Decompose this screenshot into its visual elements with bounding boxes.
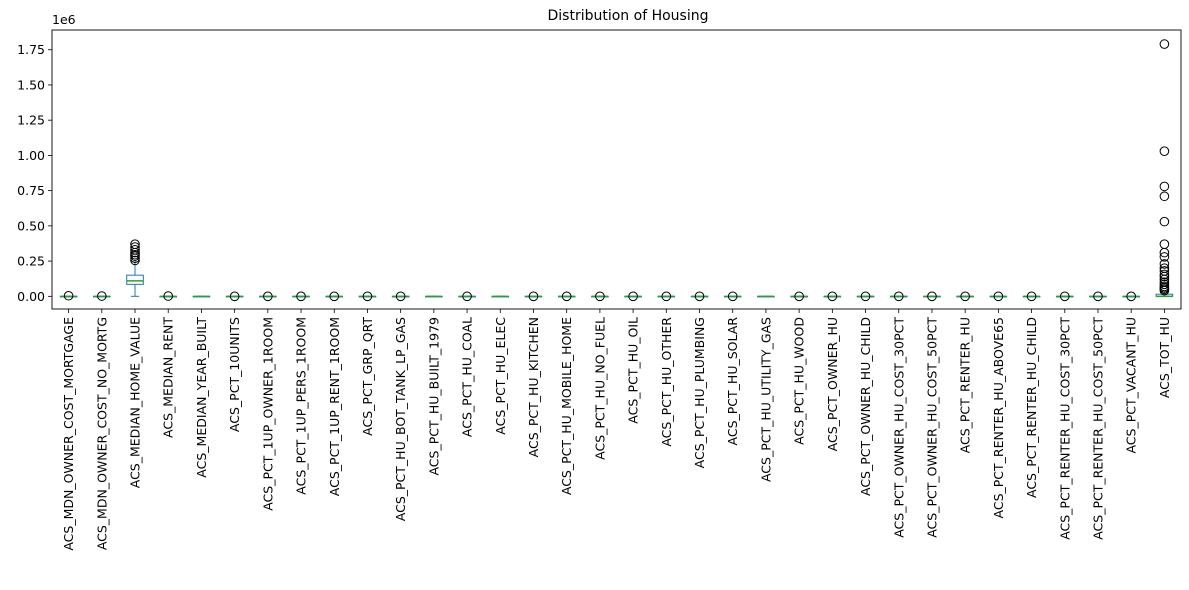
outlier-point xyxy=(1159,252,1170,262)
outlier-point xyxy=(628,291,638,302)
outlier-point xyxy=(362,291,373,302)
x-tick-label: ACS_PCT_HU_BUILT_1979 xyxy=(426,317,441,476)
outlier-point xyxy=(993,291,1004,302)
outlier-point xyxy=(727,291,738,302)
y-tick-label: 0.50 xyxy=(17,218,45,233)
x-tick-label: ACS_PCT_RENTER_HU_COST_30PCT xyxy=(1057,317,1072,540)
outlier-point xyxy=(1159,239,1170,249)
outlier-point xyxy=(263,291,273,302)
outlier-point xyxy=(893,291,904,302)
chart-title: Distribution of Housing xyxy=(548,8,709,24)
outlier-point xyxy=(1159,269,1170,280)
x-tick-label: ACS_PCT_HU_OIL xyxy=(626,317,641,424)
outlier-point xyxy=(1159,181,1170,192)
outlier-point xyxy=(561,291,572,302)
outlier-point xyxy=(329,291,340,302)
outlier-point xyxy=(595,291,605,302)
outlier-point xyxy=(528,291,539,302)
outlier-point xyxy=(1159,263,1170,273)
y-tick-label: 1.50 xyxy=(17,77,45,92)
outlier-point xyxy=(794,291,804,302)
x-tick-label: ACS_PCT_VACANT_HU xyxy=(1124,317,1139,454)
outlier-point xyxy=(97,291,107,301)
outlier-point xyxy=(1159,277,1170,288)
x-tick-label: ACS_PCT_RENTER_HU_CHILD xyxy=(1024,317,1039,498)
x-tick-label: ACS_PCT_RENTER_HU_COST_50PCT xyxy=(1090,317,1105,540)
outlier-point xyxy=(694,291,705,302)
x-tick-label: ACS_PCT_HU_BOT_TANK_LP_GAS xyxy=(393,317,408,521)
y-tick-label: 1.25 xyxy=(17,113,45,128)
x-tick-label: ACS_PCT_OWNER_HU xyxy=(825,317,840,451)
outlier-point xyxy=(229,291,240,302)
outlier-point xyxy=(462,291,472,302)
outlier-point xyxy=(1093,291,1103,302)
x-tick-label: ACS_MEDIAN_HOME_VALUE xyxy=(128,317,143,488)
outlier-point xyxy=(130,239,140,249)
x-tick-label: ACS_PCT_RENTER_HU_ABOVE65 xyxy=(991,317,1006,518)
outlier-point xyxy=(130,245,140,255)
x-tick-label: ACS_MDN_OWNER_COST_NO_MORTG xyxy=(94,317,109,550)
outlier-point xyxy=(63,290,74,301)
outlier-point xyxy=(1159,259,1170,269)
y-tick-label: 0.00 xyxy=(17,289,45,304)
y-tick-label: 0.25 xyxy=(17,254,45,269)
y-tick-label: 1.00 xyxy=(17,148,45,163)
outlier-point xyxy=(130,242,140,252)
x-tick-label: ACS_TOT_HU xyxy=(1157,317,1172,398)
outlier-point xyxy=(1159,146,1170,156)
outlier-point xyxy=(1126,291,1136,302)
y-offset-label: 1e6 xyxy=(52,12,76,27)
outlier-point xyxy=(163,291,174,301)
x-tick-label: ACS_PCT_HU_SOLAR xyxy=(725,317,740,446)
x-tick-label: ACS_PCT_HU_OTHER xyxy=(659,317,674,447)
outlier-point xyxy=(827,291,838,302)
outlier-point xyxy=(296,291,306,302)
x-tick-label: ACS_PCT_1UP_PERS_1ROOM xyxy=(294,317,309,495)
box xyxy=(126,274,144,285)
outlier-point xyxy=(960,291,970,302)
outlier-point xyxy=(1159,39,1170,49)
outlier-point xyxy=(1026,291,1037,302)
outlier-point xyxy=(927,291,937,302)
x-tick-label: ACS_PCT_OWNER_HU_COST_50PCT xyxy=(924,317,939,538)
x-tick-label: ACS_PCT_HU_COAL xyxy=(460,317,475,437)
y-tick-label: 0.75 xyxy=(17,183,45,198)
outlier-point xyxy=(860,291,871,302)
x-tick-label: ACS_PCT_1UP_OWNER_1ROOM xyxy=(260,317,275,511)
outlier-point xyxy=(1159,266,1170,276)
plot-frame xyxy=(51,29,1182,310)
outlier-point xyxy=(1159,191,1170,202)
x-tick-label: ACS_PCT_OWNER_HU_CHILD xyxy=(858,317,873,496)
plot-area: 0.00 0.25 0.50 0.75 1.00 1.25 1.50 1.75 ACS_MDN_… xyxy=(17,29,1182,551)
outlier-point xyxy=(1159,216,1170,227)
x-tick-label: ACS_PCT_1UP_RENT_1ROOM xyxy=(327,317,342,496)
x-tick-label: ACS_PCT_10UNITS xyxy=(227,317,242,432)
x-tick-label: ACS_MEDIAN_YEAR_BUILT xyxy=(194,317,209,478)
x-tick-label: ACS_PCT_HU_NO_FUEL xyxy=(592,317,607,460)
x-tick-label: ACS_PCT_HU_PLUMBING xyxy=(692,317,707,468)
x-tick-label: ACS_PCT_HU_KITCHEN xyxy=(526,317,541,457)
outlier-point xyxy=(1059,291,1070,302)
x-tick-label: ACS_PCT_HU_WOOD xyxy=(792,317,807,445)
x-tick-label: ACS_PCT_HU_ELEC xyxy=(493,317,508,435)
x-tick-label: ACS_PCT_HU_UTILITY_GAS xyxy=(758,317,773,482)
outlier-point xyxy=(661,291,672,302)
x-tick-label: ACS_PCT_HU_MOBILE_HOME xyxy=(559,317,574,495)
x-tick-label: ACS_MEDIAN_RENT xyxy=(161,317,176,438)
x-tick-label: ACS_PCT_RENTER_HU xyxy=(958,317,973,453)
outlier-point xyxy=(395,291,406,302)
x-tick-label: ACS_PCT_OWNER_HU_COST_30PCT xyxy=(891,317,906,538)
x-tick-label: ACS_MDN_OWNER_COST_MORTGAGE xyxy=(61,317,76,551)
y-tick-label: 1.75 xyxy=(17,42,45,57)
x-tick-label: ACS_PCT_GRP_QRT xyxy=(360,317,375,436)
